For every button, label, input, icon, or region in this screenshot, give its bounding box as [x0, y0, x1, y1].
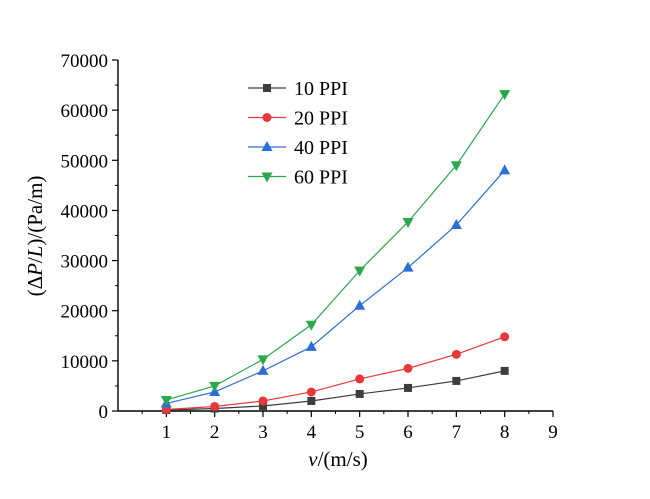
y-tick-label: 60000 [61, 101, 109, 122]
legend-label: 10 PPI [294, 78, 348, 100]
axes: 1 2 3 4 5 6 7 8 9 0 10000 20000 30000 40000 50000 60000… [61, 51, 558, 443]
data-point-40-ppi [402, 261, 414, 272]
data-point-60-ppi [160, 395, 172, 406]
legend-swatch-marker [261, 141, 273, 151]
data-point-60-ppi [305, 320, 317, 331]
legend-label: 60 PPI [294, 167, 348, 189]
y-axis-title-mid: / [23, 257, 47, 263]
y-tick-label: 70000 [61, 51, 109, 72]
x-tick-label: 4 [307, 422, 317, 443]
data-point-60-ppi [402, 217, 414, 228]
data-point-60-ppi [499, 90, 511, 101]
x-axis-title: v/(m/s) [308, 447, 368, 471]
legend-swatch-marker [261, 172, 273, 183]
legend-item-40-ppi: 40 PPI [248, 137, 348, 159]
data-point-60-ppi [354, 266, 366, 277]
y-tick-label: 0 [99, 402, 109, 423]
legend-swatch-marker [262, 113, 272, 122]
y-axis-title-post: )/(Pa/m) [23, 176, 47, 246]
data-point-20-ppi [258, 396, 268, 406]
series-20-ppi [161, 332, 510, 414]
y-tick-label: 40000 [61, 201, 109, 222]
data-point-20-ppi [306, 387, 316, 397]
x-tick-label: 6 [403, 422, 413, 443]
data-point-20-ppi [210, 401, 220, 411]
y-axis-title-pre: (Δ [23, 276, 47, 297]
y-tick-label: 10000 [61, 352, 109, 373]
x-tick-label: 3 [258, 422, 268, 443]
data-point-40-ppi [450, 218, 462, 229]
data-point-40-ppi [499, 164, 511, 175]
y-tick-label: 30000 [61, 252, 109, 273]
data-point-60-ppi [450, 161, 462, 172]
series-40-ppi [160, 164, 511, 408]
legend-item-60-ppi: 60 PPI [248, 167, 348, 189]
y-tick-label: 50000 [61, 151, 109, 172]
legend-label: 20 PPI [294, 108, 348, 130]
y-axis-title: (ΔP/L)/(Pa/m) [23, 176, 47, 297]
y-axis-title-italic-p: P [23, 263, 47, 277]
legend-label: 40 PPI [294, 137, 348, 159]
x-tick-label: 7 [452, 422, 462, 443]
legend-item-10-ppi: 10 PPI [248, 78, 348, 100]
data-point-20-ppi [403, 363, 413, 373]
x-axis-title-italic: v [308, 447, 318, 471]
data-point-10-ppi [404, 383, 412, 392]
x-axis-title-rest: /(m/s) [318, 447, 368, 471]
series-line-40-ppi [166, 169, 506, 405]
data-point-10-ppi [307, 396, 316, 405]
legend-swatch-marker [263, 84, 271, 92]
x-tick-label: 5 [355, 422, 365, 443]
data-point-60-ppi [257, 355, 269, 366]
legend-item-20-ppi: 20 PPI [248, 108, 348, 130]
data-point-60-ppi [209, 381, 221, 392]
x-tick-label: 2 [210, 422, 220, 443]
data-point-10-ppi [452, 376, 461, 385]
x-tick-label: 1 [162, 422, 172, 443]
data-point-40-ppi [354, 299, 366, 310]
y-tick-label: 20000 [61, 302, 109, 323]
data-point-40-ppi [305, 340, 317, 351]
legend: 10 PPI 20 PPI 40 PPI 60 PPI [248, 78, 348, 189]
series-layer [160, 90, 511, 414]
series-line-60-ppi [166, 93, 506, 401]
data-point-10-ppi [259, 401, 267, 410]
series-60-ppi [160, 90, 511, 406]
axis-titles: v/(m/s) (ΔP/L)/(Pa/m) [23, 176, 368, 471]
data-point-20-ppi [355, 374, 365, 384]
data-point-40-ppi [257, 364, 269, 375]
data-point-10-ppi [500, 366, 509, 375]
series-line-20-ppi [166, 336, 505, 411]
data-point-20-ppi [500, 332, 510, 342]
x-tick-label: 9 [548, 422, 558, 443]
data-point-20-ppi [451, 349, 461, 359]
series-line-10-ppi [166, 370, 505, 411]
x-tick-label: 8 [500, 422, 510, 443]
y-axis-title-italic-l: L [23, 246, 47, 259]
data-point-10-ppi [355, 389, 364, 398]
